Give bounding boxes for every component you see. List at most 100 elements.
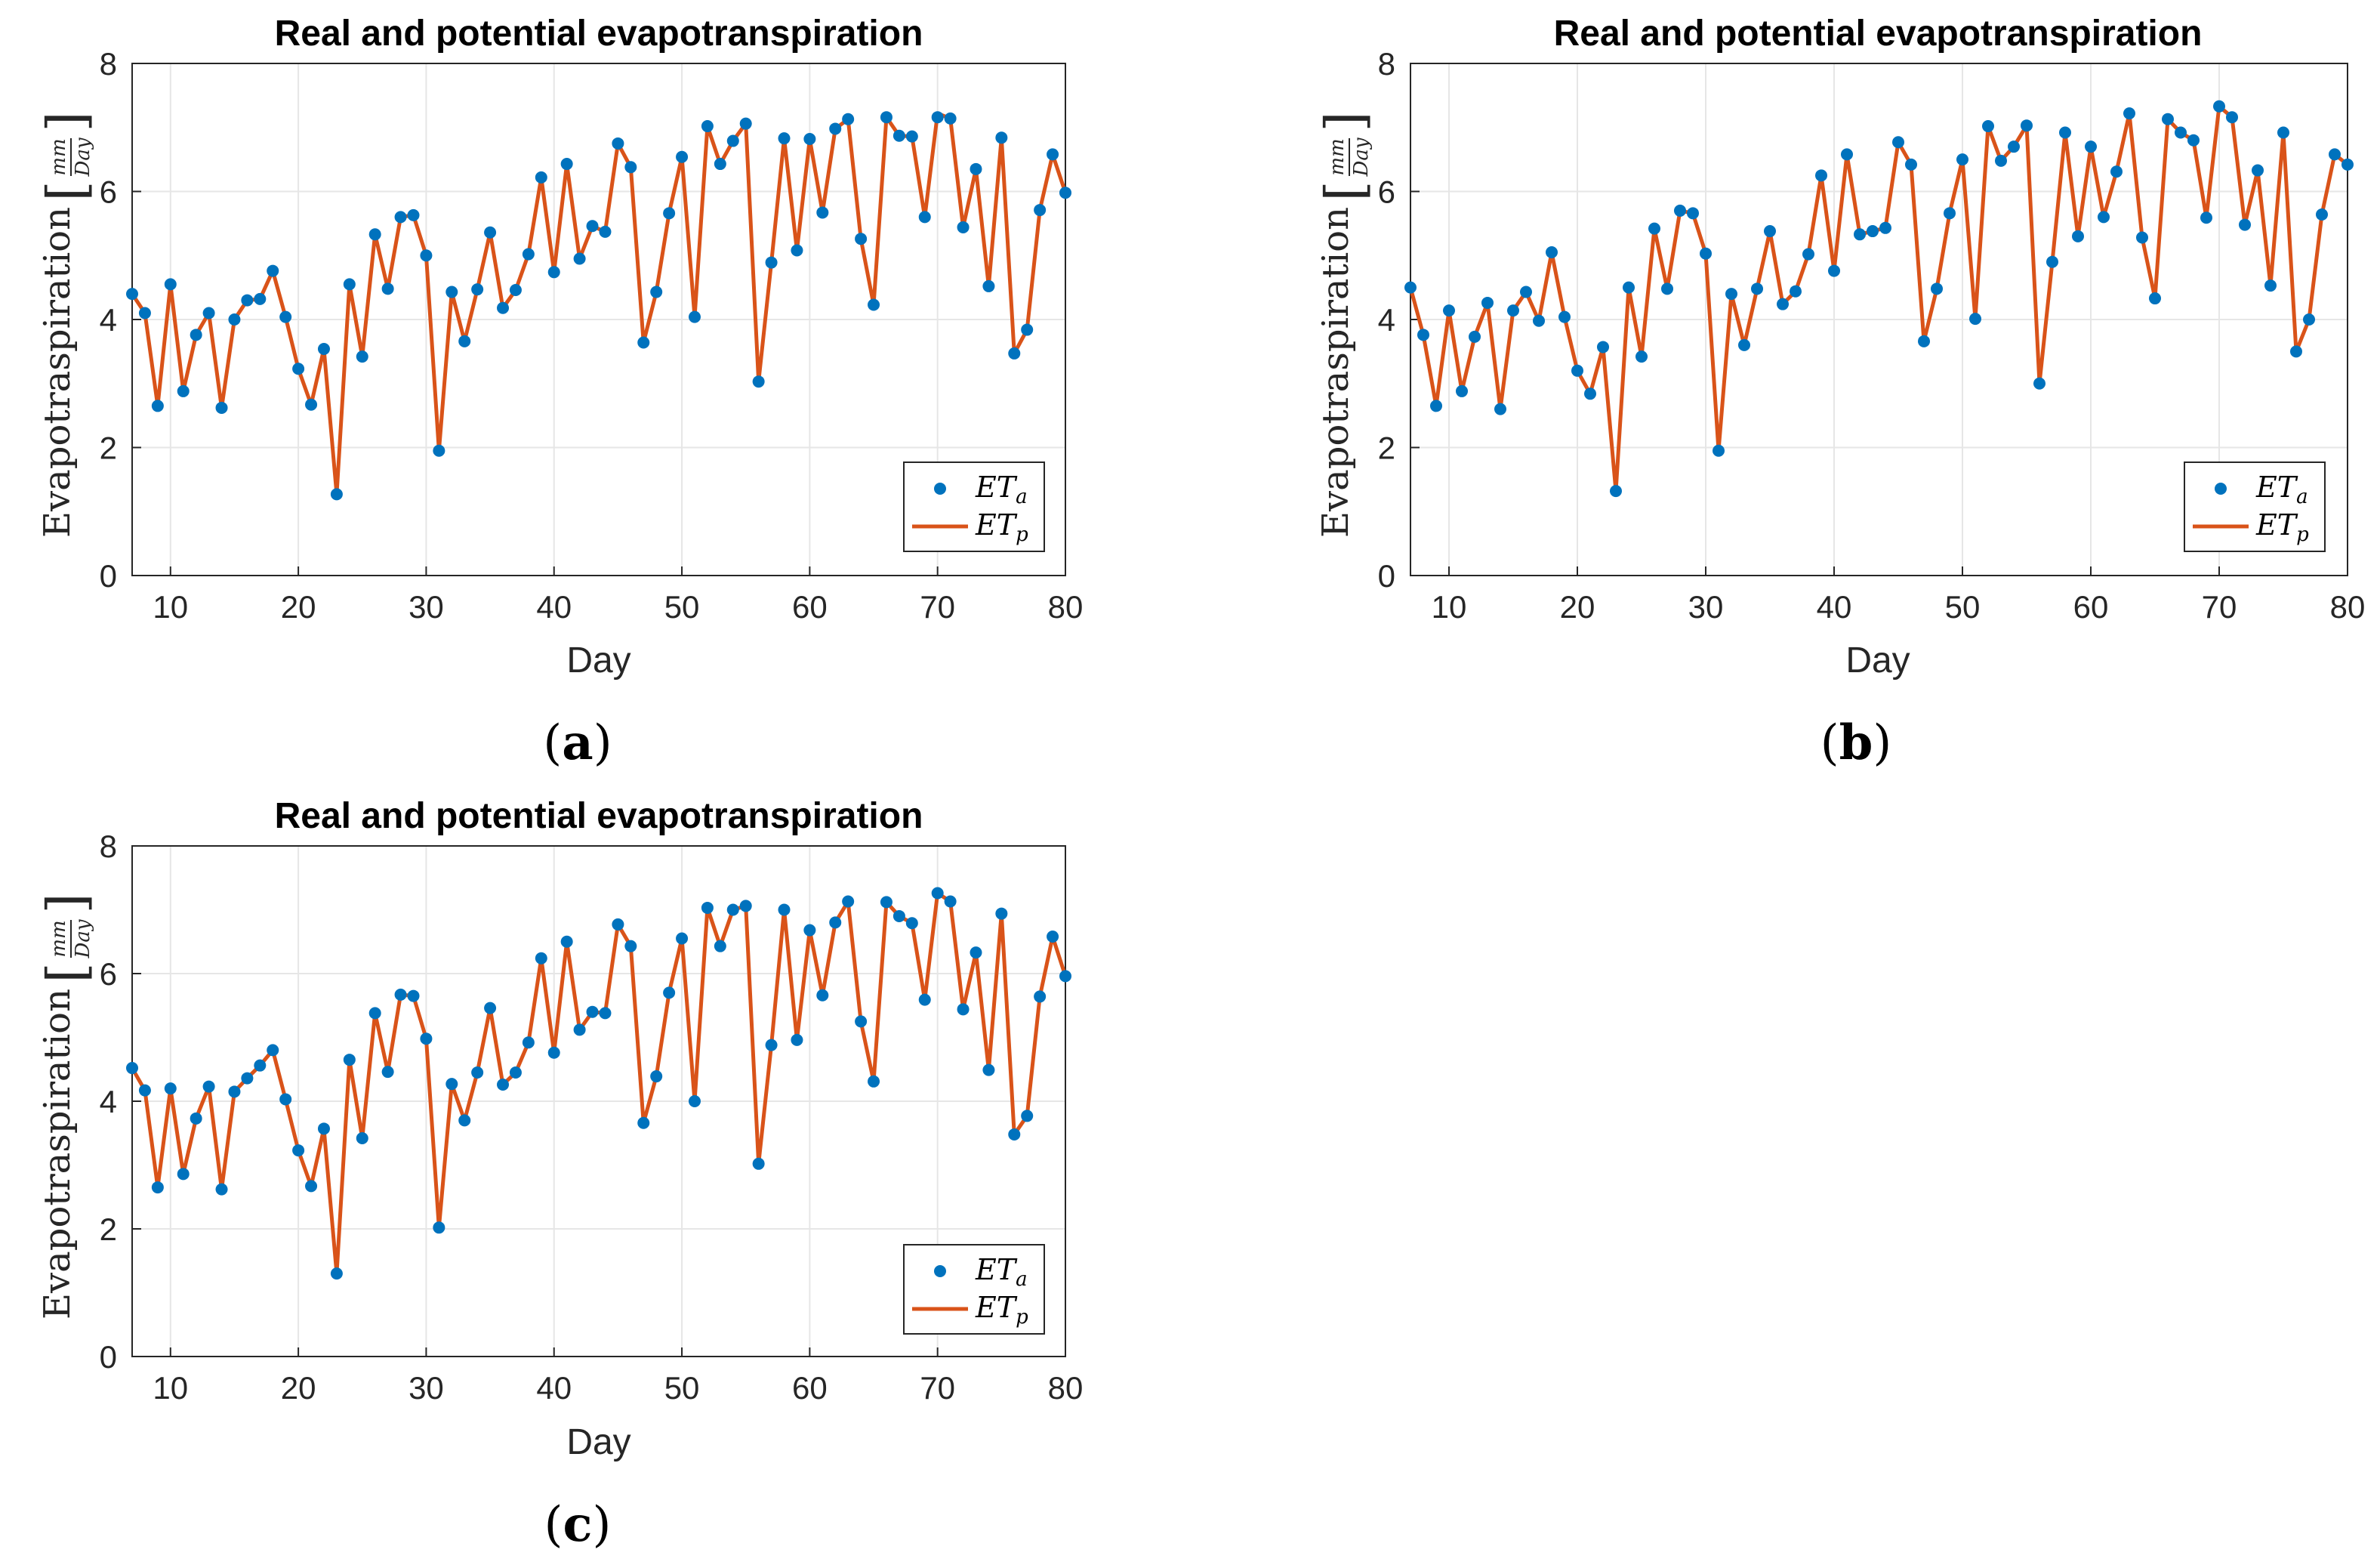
eta-point — [1777, 298, 1789, 310]
y-tick-label: 6 — [1378, 174, 1395, 210]
eta-point — [714, 940, 726, 952]
etp-series — [130, 891, 1068, 1276]
eta-point — [164, 1082, 177, 1095]
legend-eta-label: ETa — [975, 471, 1028, 508]
eta-point — [2123, 107, 2135, 120]
eta-point — [547, 266, 560, 279]
eta-point — [701, 901, 714, 914]
eta-point — [433, 1221, 445, 1234]
eta-point — [1507, 304, 1519, 317]
eta-point — [279, 310, 292, 323]
eta-point — [1905, 158, 1917, 171]
unit-bracket-left: [ — [35, 181, 97, 201]
eta-point — [650, 286, 663, 298]
eta-point — [1892, 136, 1904, 149]
eta-point — [138, 1084, 151, 1097]
eta-point — [957, 221, 970, 233]
eta-point — [445, 1078, 458, 1091]
x-axis-label: Day — [1845, 640, 1910, 681]
eta-point — [1713, 444, 1725, 457]
eta-point — [701, 120, 714, 133]
eta-point — [637, 1116, 650, 1129]
eta-point — [995, 907, 1008, 920]
x-tick-label: 70 — [920, 589, 955, 625]
eta-point — [892, 129, 905, 142]
eta-point — [2290, 345, 2302, 358]
eta-point — [663, 986, 676, 999]
eta-point — [1648, 222, 1660, 235]
eta-point — [2239, 218, 2251, 231]
y-tick-label: 8 — [100, 46, 117, 82]
unit-numerator: mm — [1326, 138, 1349, 175]
eta-point — [305, 1180, 318, 1193]
eta-point — [1674, 204, 1686, 217]
eta-point — [1982, 120, 1994, 133]
eta-point — [433, 444, 445, 457]
eta-point — [497, 1079, 510, 1091]
eta-point — [1815, 169, 1827, 182]
eta-point — [2046, 255, 2058, 268]
eta-point — [484, 1002, 497, 1014]
y-tick-label: 6 — [100, 956, 117, 992]
eta-point — [2149, 292, 2161, 305]
eta-point — [1059, 187, 1071, 199]
eta-point — [1828, 264, 1840, 277]
chart-title: Real and potential evapotranspiration — [275, 796, 923, 836]
y-tick-label: 8 — [100, 829, 117, 864]
legend-etp-label: ETp — [975, 1291, 1028, 1329]
eta-point — [1047, 148, 1059, 161]
eta-point — [138, 307, 151, 319]
eta-point — [190, 1112, 202, 1125]
eta-point — [1494, 403, 1506, 415]
eta-point — [676, 932, 689, 945]
eta-point — [842, 895, 855, 908]
eta-point — [560, 935, 573, 948]
y-tick-label: 2 — [100, 1211, 117, 1247]
x-tick-label: 40 — [1817, 589, 1852, 625]
eta-point — [177, 1168, 190, 1181]
eta-point — [2252, 164, 2264, 177]
x-tick-label: 20 — [281, 589, 316, 625]
eta-point — [829, 122, 842, 135]
eta-series — [1404, 100, 2354, 498]
eta-point — [1969, 313, 1981, 326]
eta-point — [1008, 347, 1021, 360]
axis-ticks: 10 20 30 40 50 60 70 80 0 2 4 6 8 — [100, 46, 1084, 625]
eta-point — [765, 256, 778, 269]
eta-point — [586, 1005, 599, 1018]
x-tick-label: 60 — [792, 1370, 828, 1406]
eta-point — [1661, 282, 1673, 295]
eta-point — [778, 132, 791, 145]
eta-point — [1944, 207, 1956, 220]
eta-point — [126, 1062, 138, 1075]
eta-point — [420, 1032, 433, 1045]
eta-point — [535, 952, 547, 965]
eta-point — [164, 278, 177, 291]
x-tick-label: 70 — [920, 1370, 955, 1406]
eta-point — [2341, 158, 2354, 171]
x-tick-label: 50 — [664, 589, 700, 625]
x-tick-label: 80 — [1048, 1370, 1084, 1406]
eta-point — [637, 336, 650, 349]
eta-point — [151, 400, 164, 412]
eta-series — [126, 887, 1071, 1280]
y-axis-label: Evapotraspiration [ mm Day ] — [1314, 111, 1376, 538]
chart-title: Real and potential evapotranspiration — [275, 14, 923, 54]
x-axis-label: Day — [566, 1422, 630, 1462]
eta-point — [1404, 281, 1417, 294]
x-tick-label: 50 — [1945, 589, 1981, 625]
eta-point — [254, 1059, 267, 1072]
eta-point — [228, 313, 241, 326]
eta-point — [1879, 221, 1891, 234]
eta-point — [1956, 153, 1968, 166]
eta-point — [522, 248, 535, 261]
eta-point — [573, 1023, 586, 1036]
eta-point — [1738, 338, 1750, 351]
x-tick-label: 40 — [536, 1370, 572, 1406]
eta-point — [1802, 248, 1814, 261]
eta-point — [381, 1066, 394, 1079]
eta-point — [1059, 970, 1071, 983]
legend-eta-marker — [934, 483, 946, 495]
x-tick-label: 50 — [664, 1370, 700, 1406]
eta-point — [2213, 100, 2225, 113]
